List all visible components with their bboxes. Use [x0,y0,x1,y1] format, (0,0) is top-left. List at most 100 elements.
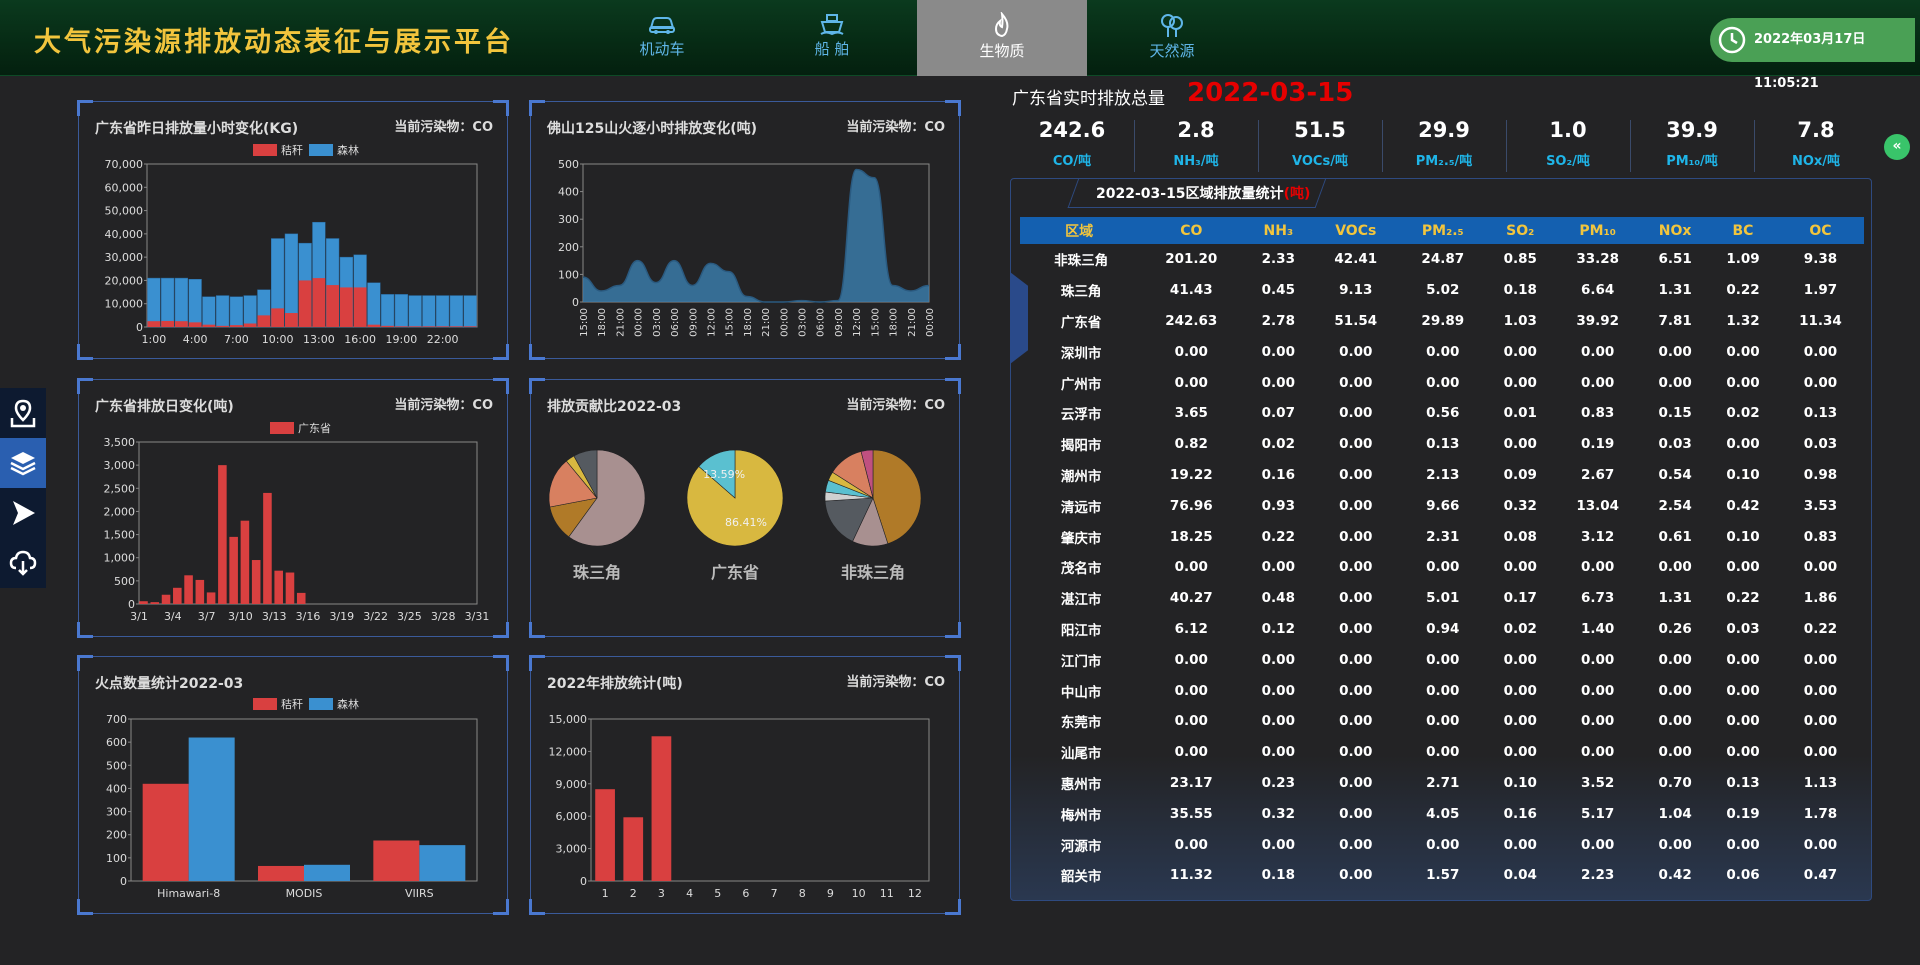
select-tool-button[interactable] [0,488,46,538]
layers-button[interactable] [0,438,46,488]
table-cell: 0.00 [1726,713,1760,730]
tab-natural[interactable]: 天然源 [1087,0,1257,76]
bar-forest [419,845,466,881]
collapse-panel-button[interactable]: « [1884,134,1910,160]
bar-straw [142,783,189,881]
table-row[interactable]: 广州市 0.00 0.00 0.00 0.00 0.00 0.00 0.00 0.00 0.00 [1020,367,1864,398]
table-cell: 0.00 [1339,744,1373,761]
pie-slice [698,449,736,499]
table-row[interactable]: 梅州市 35.55 0.32 0.00 4.05 0.16 5.17 1.04 0.19 1.78 [1020,798,1864,829]
table-row[interactable]: 广东省 242.63 2.78 51.54 29.89 1.03 39.92 7.81 1.32… [1020,306,1864,337]
tab-biomass[interactable]: 生物质 [917,0,1087,76]
total-item: 39.9 PM₁₀/吨 [1630,118,1754,169]
table-row[interactable]: 肇庆市 18.25 0.22 0.00 2.31 0.08 3.12 0.61 0.10 0.83 [1020,521,1864,552]
table-cell: 0.00 [1261,343,1295,360]
table-row[interactable]: 阳江市 6.12 0.12 0.00 0.94 0.02 1.40 0.26 0.03 0.22 [1020,614,1864,645]
table-row[interactable]: 韶关市 11.32 0.18 0.00 1.57 0.04 2.23 0.42 0.06 0.47 [1020,860,1864,891]
x-tick-label: 3/22 [363,610,388,623]
table-cell: 韶关市 [1060,869,1102,886]
table-cell: 0.42 [1658,867,1692,884]
table-row[interactable]: 东莞市 0.00 0.00 0.00 0.00 0.00 0.00 0.00 0.00 0.00 [1020,706,1864,737]
bar-forest [422,295,436,328]
legend-swatch [253,144,277,156]
column-header[interactable]: PM₂.₅ [1399,217,1487,244]
table-row[interactable]: 茂名市 0.00 0.00 0.00 0.00 0.00 0.00 0.00 0.00 0.00 [1020,552,1864,583]
table-row[interactable]: 汕尾市 0.00 0.00 0.00 0.00 0.00 0.00 0.00 0.00 0.00 [1020,737,1864,768]
table-cell: 51.54 [1334,312,1378,329]
table-cell: 0.00 [1503,651,1537,668]
legend-swatch [270,422,294,434]
panel-hotspot: 火点数量统计2022-03 秸秆 森林 700 600 500 400 300 200 100 0… [77,655,509,915]
column-header[interactable]: NOx [1641,217,1710,244]
y-tick-label: 30,000 [105,251,144,264]
map-tool-button[interactable] [0,388,46,438]
table-row[interactable]: 珠三角 41.43 0.45 9.13 5.02 0.18 6.64 1.31 0.22 1.97 [1020,275,1864,306]
column-header[interactable]: PM₁₀ [1554,217,1642,244]
total-value: 242.6 [1038,118,1106,142]
bar [161,594,171,604]
table-row[interactable]: 非珠三角 201.20 2.33 42.41 24.87 0.85 33.28 6.51 1.0… [1020,244,1864,275]
table-row[interactable]: 江门市 0.00 0.00 0.00 0.00 0.00 0.00 0.00 0.00 0.00 [1020,644,1864,675]
table-cell: 2.67 [1581,466,1615,483]
table-cell: 0.00 [1261,744,1295,761]
table-cell: 0.22 [1726,282,1760,299]
table-cell: 0.00 [1174,559,1208,576]
table-row[interactable]: 揭阳市 0.82 0.02 0.00 0.13 0.00 0.19 0.03 0.00 0.03 [1020,429,1864,460]
total-value: 51.5 [1294,118,1346,142]
table-cell: 33.28 [1576,251,1620,268]
area-line [582,168,930,303]
table-cell: 0.00 [1503,343,1537,360]
column-header[interactable]: NH₃ [1244,217,1313,244]
table-row[interactable]: 中山市 0.00 0.00 0.00 0.00 0.00 0.00 0.00 0.00 0.00 [1020,675,1864,706]
x-tick-label: 06:00 [816,308,827,337]
total-unit: NOx/吨 [1791,154,1841,169]
x-tick-label: 4 [686,887,693,900]
bar-forest [436,295,450,328]
table-cell: 0.00 [1658,744,1692,761]
separator [1754,120,1755,172]
bar-forest [188,737,235,881]
column-header[interactable]: BC [1709,217,1777,244]
x-tick-label: 12 [908,887,922,900]
download-button[interactable] [0,538,46,588]
table-row[interactable]: 潮州市 19.22 0.16 0.00 2.13 0.09 2.67 0.54 0.10 0.98 [1020,460,1864,491]
table-row[interactable]: 湛江市 40.27 0.48 0.00 5.01 0.17 6.73 1.31 0.22 1.86 [1020,583,1864,614]
legend-swatch [253,698,277,710]
table-cell: 0.47 [1803,867,1838,884]
table-cell: 0.00 [1658,374,1692,391]
table-cell: 0.00 [1503,744,1537,761]
bar-straw [175,321,188,327]
table-cell: 0.12 [1261,620,1295,637]
region-title-text: 2022-03-15区域排放量统计 [1096,186,1284,202]
table-cell: 0.00 [1339,405,1373,422]
table-cell: 9.13 [1339,282,1373,299]
y-tick-label: 2,500 [104,482,136,495]
table-cell: 0.00 [1581,682,1615,699]
bar-forest [381,294,395,328]
y-tick-label: 600 [106,736,127,749]
table-cell: 江门市 [1060,653,1102,670]
y-tick-label: 40,000 [105,228,144,241]
separator [1134,120,1135,172]
column-header[interactable]: OC [1776,217,1864,244]
x-tick-label: 15:00 [579,308,590,337]
table-row[interactable]: 河源市 0.00 0.00 0.00 0.00 0.00 0.00 0.00 0.00 0.00 [1020,829,1864,860]
tab-ship[interactable]: 船 舶 [747,0,917,76]
column-header[interactable]: VOCs [1312,217,1400,244]
column-header[interactable]: 区域 [1020,217,1139,244]
table-row[interactable]: 云浮市 3.65 0.07 0.00 0.56 0.01 0.83 0.15 0.02 0.13 [1020,398,1864,429]
table-row[interactable]: 清远市 76.96 0.93 0.00 9.66 0.32 13.04 2.54 0.42 3.5… [1020,490,1864,521]
column-header[interactable]: CO [1138,217,1245,244]
panel-expand-handle[interactable] [1010,272,1028,364]
table-row[interactable]: 惠州市 23.17 0.23 0.00 2.71 0.10 3.52 0.70 0.13 1.13 [1020,768,1864,799]
tab-vehicle[interactable]: 机动车 [577,0,747,76]
table-cell: 5.02 [1426,282,1460,299]
x-tick-label: 9 [827,887,834,900]
table-cell: 珠三角 [1060,284,1102,301]
y-tick-label: 100 [558,268,579,281]
bar-straw [436,326,449,327]
totals-title-text: 广东省实时排放总量 [1012,89,1165,109]
table-row[interactable]: 深圳市 0.00 0.00 0.00 0.00 0.00 0.00 0.00 0.00 0.00 [1020,336,1864,367]
pie-percent-label: 86.41% [725,516,767,529]
column-header[interactable]: SO₂ [1486,217,1555,244]
